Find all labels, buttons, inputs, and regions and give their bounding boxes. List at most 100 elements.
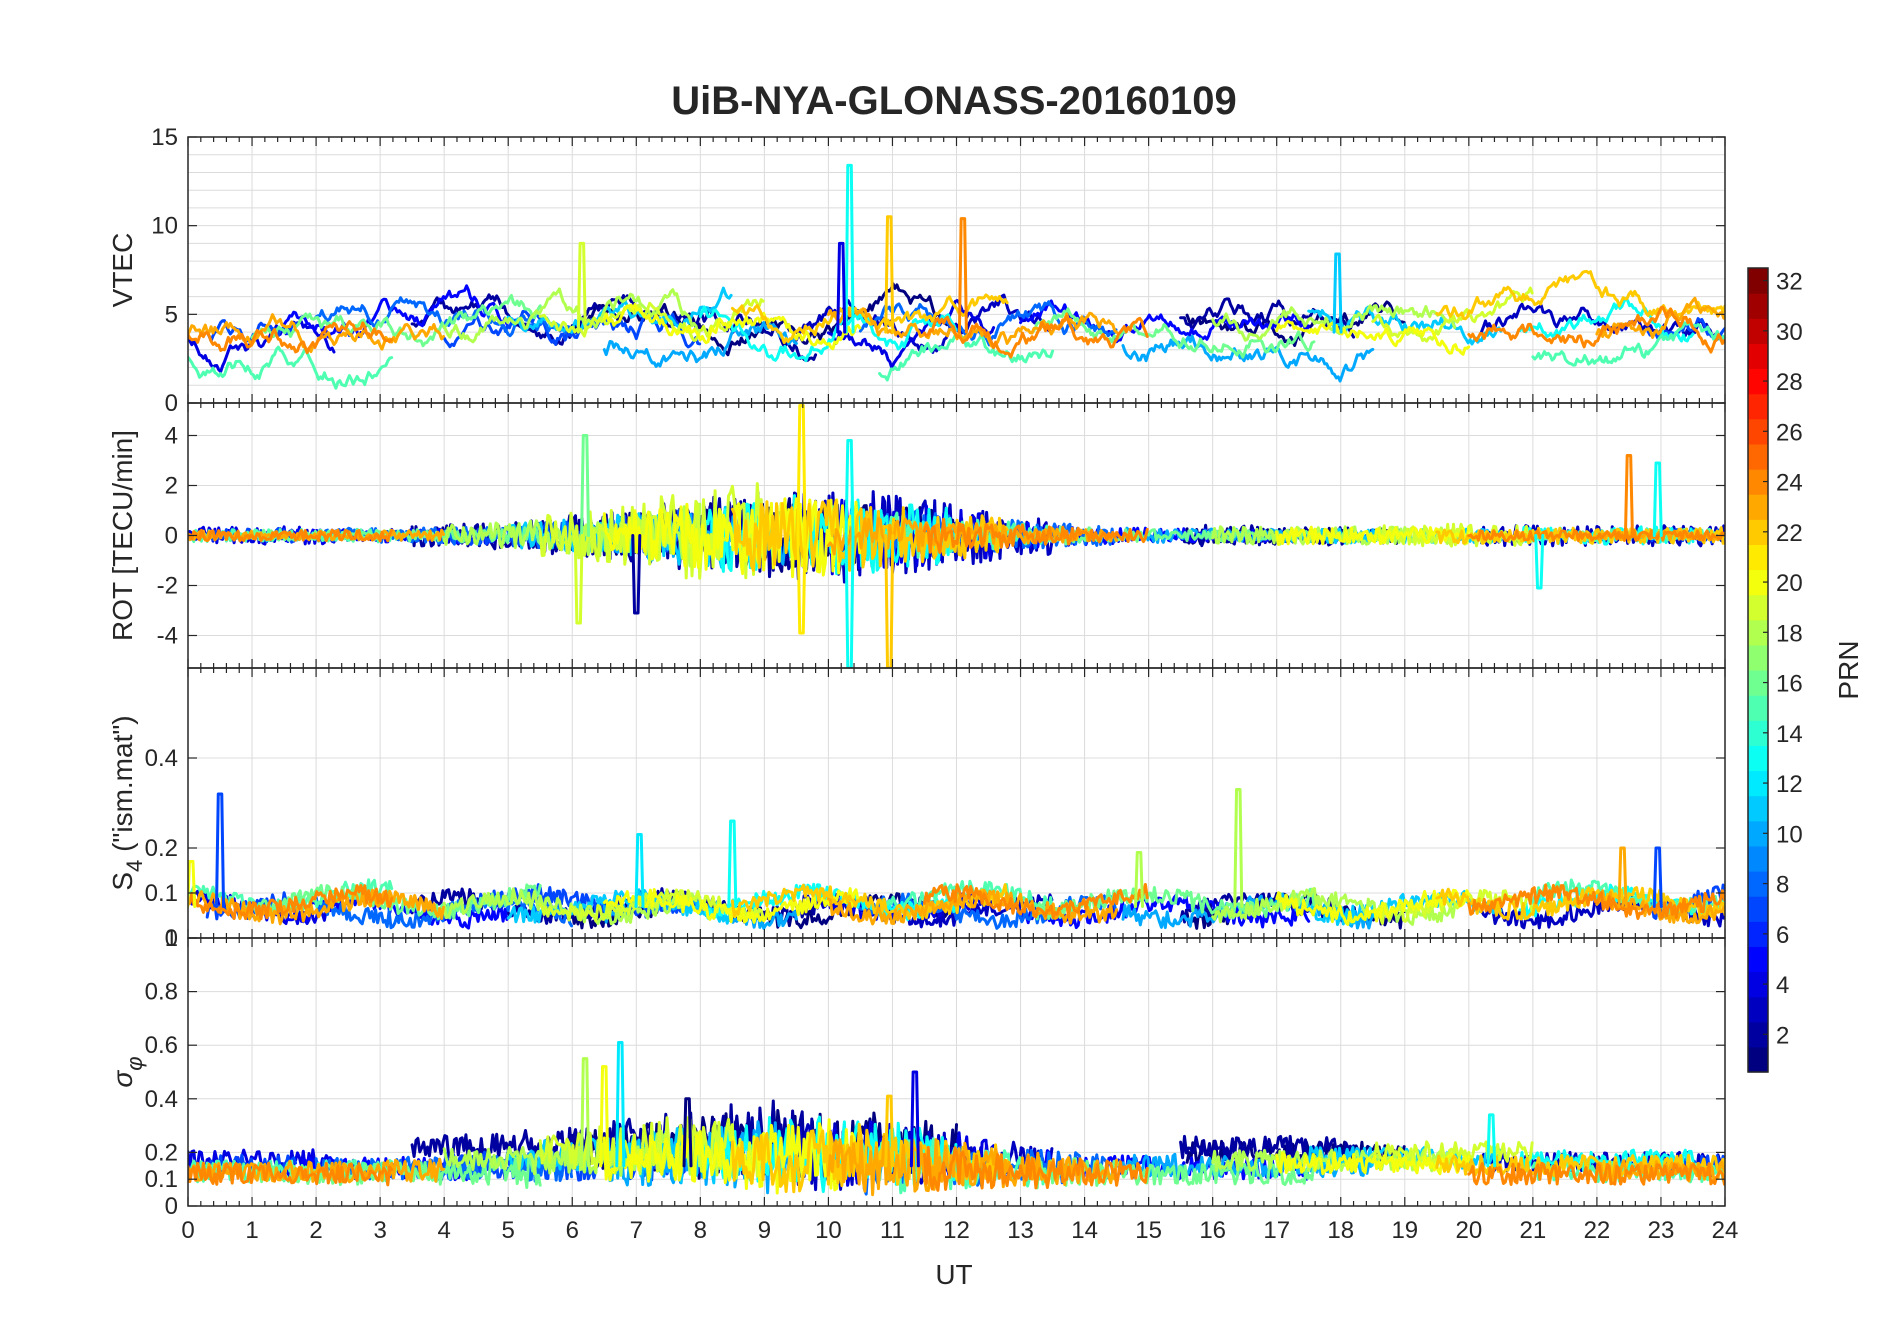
series-line-prn-22 — [730, 293, 1009, 345]
series-spike-prn-13 — [844, 534, 855, 668]
colorbar-swatch — [1748, 921, 1768, 947]
x-tick-label: 8 — [694, 1217, 707, 1244]
series-line-prn-18 — [442, 1129, 702, 1179]
x-tick-label: 5 — [502, 1217, 515, 1244]
y-tick-label: 0.4 — [145, 745, 178, 772]
colorbar-tick-label: 18 — [1776, 620, 1803, 647]
series-line-prn-20 — [602, 497, 862, 579]
series-spike-prn-13 — [1534, 534, 1545, 590]
series-line-prn-24 — [923, 314, 1149, 359]
colorbar-tick-label: 16 — [1776, 671, 1803, 698]
panel-data — [188, 1041, 1725, 1197]
y-tick-label: -2 — [157, 573, 178, 600]
series-line-prn-20 — [1275, 525, 1471, 546]
panel-grid — [187, 136, 1726, 404]
colorbar-swatch — [1748, 293, 1768, 319]
y-tick-label: -4 — [157, 623, 178, 650]
series-spike-prn-16 — [580, 434, 591, 537]
series-line-prn-2 — [1179, 1134, 1356, 1160]
y-tick-label: 0.2 — [145, 835, 178, 862]
colorbar-swatch — [1748, 695, 1768, 721]
y-axis-label: ROT [TECU/min] — [107, 430, 138, 641]
series-spike-prn-4 — [836, 241, 847, 334]
series-spike-prn-22 — [884, 1094, 895, 1168]
y-axis-label-sub: φ — [122, 1056, 147, 1070]
x-tick-label: 13 — [1007, 1217, 1034, 1244]
series-spike-prn-13 — [844, 163, 855, 334]
series-line-prn-16 — [250, 883, 542, 921]
series-spike-prn-12 — [634, 833, 645, 908]
x-tick-label: 17 — [1263, 1217, 1290, 1244]
series-spike-prn-11 — [1332, 252, 1343, 334]
series-spike-prn-18 — [580, 1057, 591, 1168]
series-spike-prn-19 — [573, 534, 584, 625]
x-tick-label: 12 — [943, 1217, 970, 1244]
series-spike-prn-13 — [1652, 461, 1663, 537]
y-axis-label: σφ — [107, 1056, 147, 1087]
series-line-prn-10 — [602, 321, 798, 368]
series-line-prn-24 — [188, 320, 394, 355]
colorbar-tick-label: 24 — [1776, 470, 1803, 497]
series-line-prn-24 — [923, 883, 1149, 919]
series-line-prn-19 — [538, 1116, 765, 1180]
series-spike-prn-20 — [599, 1065, 610, 1168]
y-tick-label: 0.6 — [145, 1032, 178, 1059]
series-spike-prn-22 — [884, 215, 895, 334]
series-line-prn-24 — [1467, 1161, 1725, 1186]
colorbar-swatch — [1748, 443, 1768, 470]
series-line-prn-19 — [1371, 888, 1534, 925]
colorbar-tick-label: 14 — [1776, 721, 1803, 748]
series-spike-prn-7 — [1652, 846, 1663, 908]
colorbar-tick-label: 12 — [1776, 771, 1803, 798]
x-ticks — [187, 668, 1726, 938]
colorbar-swatch — [1748, 1021, 1768, 1048]
series-spike-prn-19 — [576, 241, 587, 334]
series-line-prn-23 — [188, 888, 445, 926]
colorbar-tick-label: 20 — [1776, 570, 1803, 597]
colorbar-swatch — [1748, 946, 1768, 973]
colorbar-tick-label: 22 — [1776, 520, 1803, 547]
x-tick-label: 7 — [630, 1217, 643, 1244]
x-ticks — [187, 137, 1726, 403]
colorbar-swatch — [1748, 770, 1768, 797]
x-tick-label: 14 — [1071, 1217, 1098, 1244]
series-line-prn-24 — [1467, 528, 1725, 543]
colorbar-tick-label: 4 — [1776, 972, 1789, 999]
colorbar-tick-label: 26 — [1776, 419, 1803, 446]
series-line-prn-5 — [282, 284, 509, 339]
series-line-prn-16 — [250, 293, 542, 348]
series-spike-prn-23 — [1617, 846, 1628, 908]
series-spike-prn-2 — [631, 534, 642, 615]
series-line-prn-24 — [923, 1145, 1149, 1192]
panel-data — [188, 788, 1725, 930]
series-spike-prn-12 — [615, 1041, 626, 1168]
y-tick-label: 0.1 — [145, 880, 178, 907]
series-spike-prn-18 — [1233, 788, 1244, 908]
colorbar-swatch — [1748, 644, 1768, 671]
series-line-prn-23 — [826, 1134, 1119, 1197]
series-line-prn-1 — [1185, 300, 1406, 347]
y-axis-label: VTEC — [107, 233, 138, 308]
y-tick-label: 0.2 — [145, 1139, 178, 1166]
series-line-prn-24 — [188, 884, 394, 921]
y-tick-label: 2 — [165, 473, 178, 500]
x-tick-label: 1 — [245, 1217, 258, 1244]
x-tick-label: 24 — [1712, 1217, 1739, 1244]
series-spike-prn-7 — [215, 792, 226, 908]
series-spike-prn-18 — [1134, 851, 1145, 908]
colorbar-swatch — [1748, 619, 1768, 646]
y-tick-label: 10 — [151, 213, 178, 240]
series-spike-prn-24 — [1623, 454, 1634, 537]
colorbar-tick-label: 8 — [1776, 872, 1789, 899]
series-line-prn-24 — [1467, 883, 1725, 920]
y-tick-label: 0 — [165, 925, 178, 952]
y-axis-label-main: σ — [107, 1070, 138, 1088]
y-tick-label: 0 — [165, 390, 178, 417]
series-line-prn-23 — [188, 1157, 445, 1184]
x-tick-label: 2 — [309, 1217, 322, 1244]
series-line-prn-24 — [923, 517, 1149, 554]
x-ticks — [187, 938, 1726, 1206]
x-tick-label: 21 — [1520, 1217, 1547, 1244]
x-tick-label: 6 — [566, 1217, 579, 1244]
